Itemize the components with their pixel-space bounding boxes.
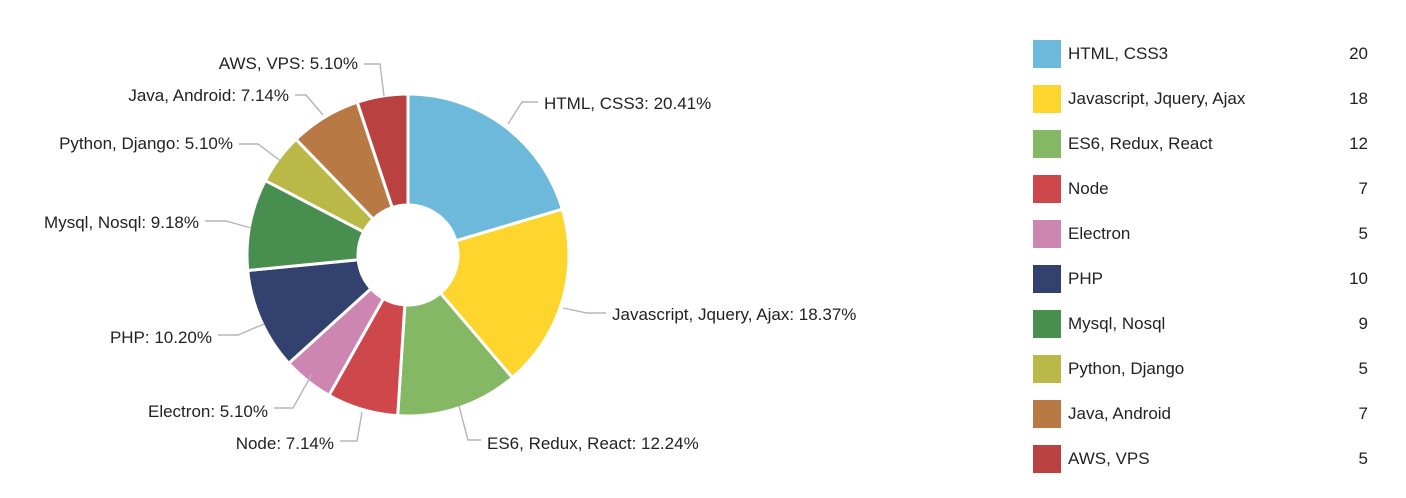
legend-label: Java, Android bbox=[1068, 404, 1172, 423]
legend-value: 20 bbox=[1349, 44, 1368, 63]
leader-line-aws-vps bbox=[364, 63, 385, 97]
legend-item-javascript-jquery-ajax[interactable]: Javascript, Jquery, Ajax 18 bbox=[1033, 85, 1368, 113]
legend-value: 18 bbox=[1349, 89, 1368, 108]
legend-label: Mysql, Nosql bbox=[1068, 314, 1166, 333]
legend-swatch bbox=[1033, 85, 1061, 113]
slice-label-mysql-nosql: Mysql, Nosql: 9.18% bbox=[44, 213, 199, 232]
legend-item-html-css3[interactable]: HTML, CSS3 20 bbox=[1033, 40, 1368, 68]
slice-label-php: PHP: 10.20% bbox=[110, 328, 212, 347]
legend-item-es6-redux-react[interactable]: ES6, Redux, React 12 bbox=[1033, 130, 1368, 158]
leader-line-mysql-nosql bbox=[205, 220, 252, 229]
legend-swatch bbox=[1033, 40, 1061, 68]
legend-value: 5 bbox=[1358, 359, 1368, 378]
legend-label: Node bbox=[1068, 179, 1109, 198]
legend-value: 7 bbox=[1358, 179, 1368, 198]
legend-value: 12 bbox=[1349, 134, 1368, 153]
legend-value: 5 bbox=[1358, 449, 1368, 468]
legend-label: Python, Django bbox=[1068, 359, 1185, 378]
legend-value: 5 bbox=[1358, 224, 1368, 243]
legend-item-node[interactable]: Node 7 bbox=[1033, 175, 1368, 203]
pie-slice-es6-redux-react bbox=[396, 290, 515, 418]
legend-item-electron[interactable]: Electron 5 bbox=[1033, 220, 1368, 248]
leader-line-javascript-jquery-ajax bbox=[562, 307, 606, 314]
legend-label: Electron bbox=[1068, 224, 1131, 243]
pie-leader-lines bbox=[205, 63, 606, 442]
legend-item-java-android[interactable]: Java, Android 7 bbox=[1033, 400, 1368, 428]
leader-line-php bbox=[218, 323, 265, 336]
slice-label-es6-redux-react: ES6, Redux, React: 12.24% bbox=[487, 434, 699, 453]
pie-labels: HTML, CSS3: 20.41% Javascript, Jquery, Aj… bbox=[44, 54, 856, 453]
legend: HTML, CSS3 20 Javascript, Jquery, Ajax 18 ES… bbox=[1033, 40, 1368, 490]
slice-label-aws-vps: AWS, VPS: 5.10% bbox=[219, 54, 358, 73]
legend-value: 10 bbox=[1349, 269, 1368, 288]
legend-item-mysql-nosql[interactable]: Mysql, Nosql 9 bbox=[1033, 310, 1368, 338]
legend-item-php[interactable]: PHP 10 bbox=[1033, 265, 1368, 293]
leader-line-html-css3 bbox=[507, 101, 538, 125]
legend-label: Javascript, Jquery, Ajax bbox=[1068, 89, 1246, 108]
legend-swatch bbox=[1033, 310, 1061, 338]
pie-slice-javascript-jquery-ajax bbox=[438, 207, 571, 380]
legend-swatch bbox=[1033, 265, 1061, 293]
legend-swatch bbox=[1033, 355, 1061, 383]
slice-label-java-android: Java, Android: 7.14% bbox=[128, 86, 289, 105]
legend-value: 7 bbox=[1358, 404, 1368, 423]
slice-label-html-css3: HTML, CSS3: 20.41% bbox=[544, 94, 711, 113]
legend-value: 9 bbox=[1358, 314, 1368, 333]
legend-swatch bbox=[1033, 130, 1061, 158]
leader-line-node bbox=[340, 411, 363, 442]
leader-line-electron bbox=[274, 373, 313, 409]
legend-label: HTML, CSS3 bbox=[1068, 44, 1169, 63]
legend-swatch bbox=[1033, 445, 1061, 473]
legend-label: PHP bbox=[1068, 269, 1103, 288]
legend-swatch bbox=[1033, 175, 1061, 203]
legend-label: AWS, VPS bbox=[1068, 449, 1150, 468]
pie-slice-aws-vps bbox=[355, 92, 410, 210]
pie-slice-html-css3 bbox=[406, 92, 565, 243]
legend-item-aws-vps[interactable]: AWS, VPS 5 bbox=[1033, 445, 1368, 473]
leader-line-python-django bbox=[239, 143, 283, 163]
legend-swatch bbox=[1033, 400, 1061, 428]
legend-item-python-django[interactable]: Python, Django 5 bbox=[1033, 355, 1368, 383]
leader-line-java-android bbox=[295, 94, 324, 116]
legend-label: ES6, Redux, React bbox=[1068, 134, 1213, 153]
slice-label-node: Node: 7.14% bbox=[236, 434, 334, 453]
pie-slices bbox=[245, 92, 571, 418]
slice-label-electron: Electron: 5.10% bbox=[148, 402, 268, 421]
slice-label-python-django: Python, Django: 5.10% bbox=[59, 134, 233, 153]
legend-swatch bbox=[1033, 220, 1061, 248]
leader-line-es6-redux-react bbox=[458, 405, 481, 441]
slice-label-javascript-jquery-ajax: Javascript, Jquery, Ajax: 18.37% bbox=[612, 305, 856, 324]
